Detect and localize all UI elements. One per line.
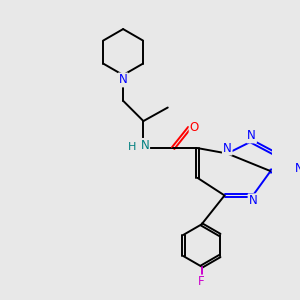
Text: N: N xyxy=(140,139,149,152)
Text: N: N xyxy=(223,142,232,154)
Text: N: N xyxy=(249,194,257,207)
Text: O: O xyxy=(190,121,199,134)
Text: H: H xyxy=(128,142,136,152)
Text: N: N xyxy=(295,162,300,175)
Text: N: N xyxy=(247,129,256,142)
Text: N: N xyxy=(119,74,128,86)
Text: F: F xyxy=(198,275,204,289)
